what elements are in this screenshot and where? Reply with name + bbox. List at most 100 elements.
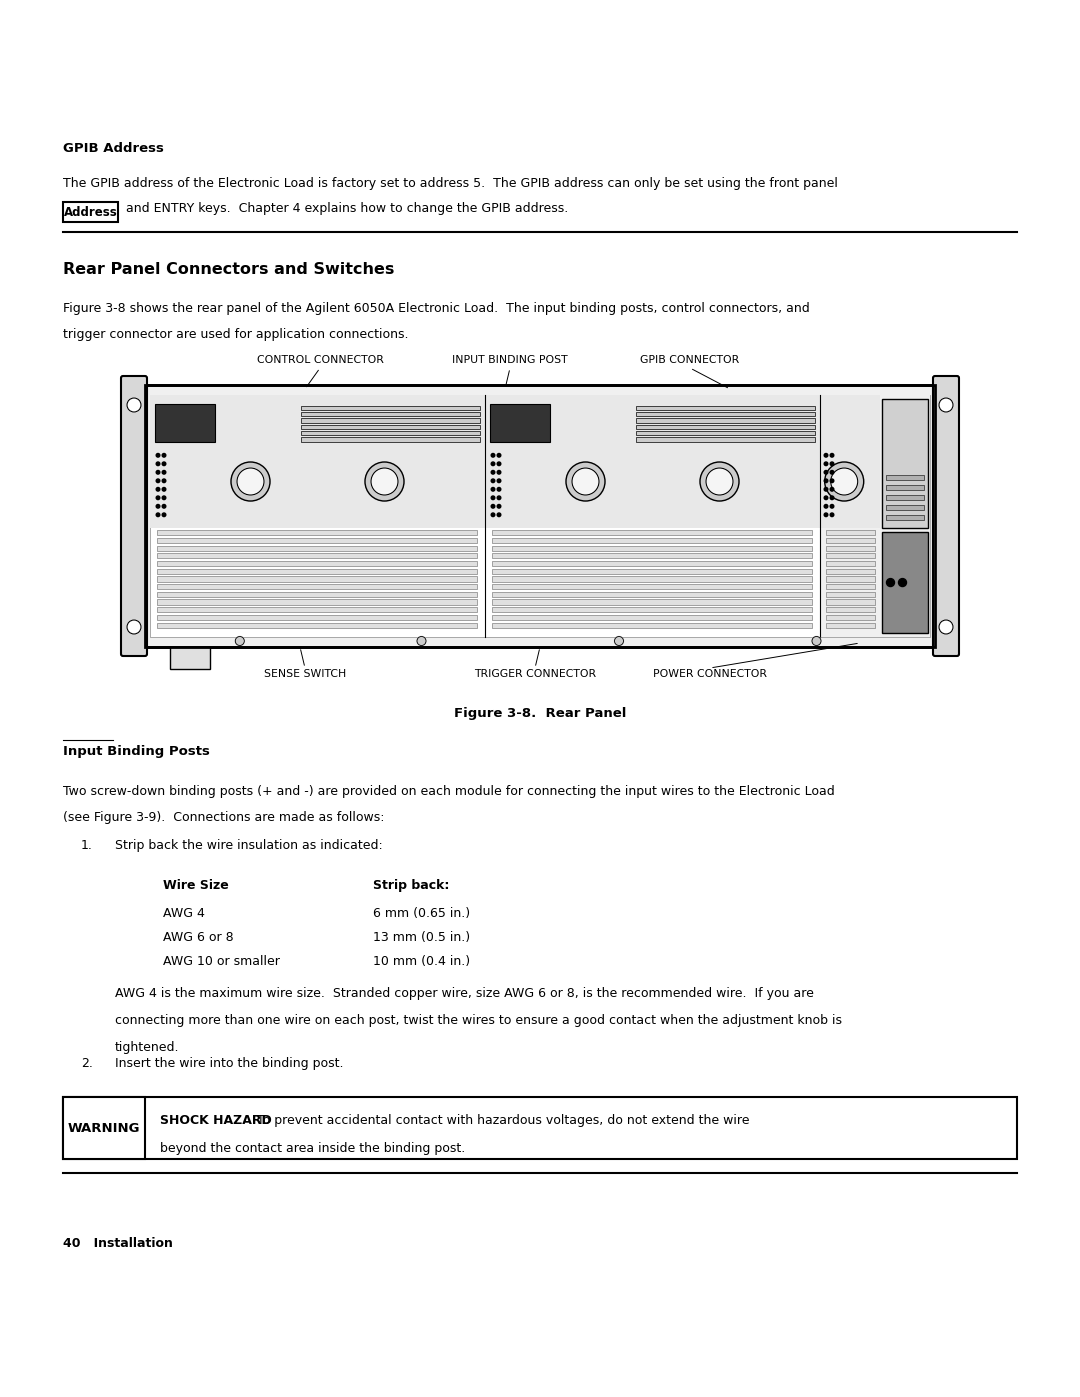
Circle shape	[162, 462, 166, 465]
Text: (see Figure 3-9).  Connections are made as follows:: (see Figure 3-9). Connections are made a…	[63, 812, 384, 824]
Bar	[492, 569, 812, 574]
Circle shape	[157, 462, 160, 465]
Circle shape	[237, 468, 264, 495]
Circle shape	[831, 479, 834, 482]
Text: 10 mm (0.4 in.): 10 mm (0.4 in.)	[373, 956, 470, 968]
Bar	[636, 412, 815, 416]
Circle shape	[824, 488, 827, 492]
Circle shape	[417, 637, 426, 645]
Bar	[636, 430, 815, 436]
Bar	[826, 545, 875, 550]
Text: Wire Size: Wire Size	[163, 879, 229, 893]
Bar	[492, 623, 812, 627]
Bar	[887, 485, 924, 490]
Text: Two screw-down binding posts (+ and -) are provided on each module for connectin: Two screw-down binding posts (+ and -) a…	[63, 785, 835, 798]
Bar	[492, 577, 812, 581]
Circle shape	[497, 504, 501, 509]
Bar	[490, 404, 551, 441]
Bar	[63, 1097, 1017, 1160]
Circle shape	[831, 471, 834, 474]
Text: Figure 3-8 shows the rear panel of the Agilent 6050A Electronic Load.  The input: Figure 3-8 shows the rear panel of the A…	[63, 302, 810, 314]
Bar	[145, 386, 935, 647]
Text: Strip back:: Strip back:	[373, 879, 449, 893]
Bar	[300, 412, 480, 416]
Bar	[826, 538, 875, 543]
Text: The GPIB address of the Electronic Load is factory set to address 5.  The GPIB a: The GPIB address of the Electronic Load …	[63, 177, 838, 190]
Circle shape	[831, 462, 834, 465]
Text: GPIB Address: GPIB Address	[63, 142, 164, 155]
Text: SENSE SWITCH: SENSE SWITCH	[264, 669, 346, 679]
Circle shape	[831, 488, 834, 492]
Bar	[145, 386, 935, 647]
Bar	[492, 615, 812, 620]
Bar	[157, 562, 477, 566]
Circle shape	[497, 488, 501, 492]
Circle shape	[491, 471, 495, 474]
Bar	[63, 203, 118, 222]
Text: Figure 3-8.  Rear Panel: Figure 3-8. Rear Panel	[454, 707, 626, 719]
Circle shape	[831, 468, 858, 495]
Bar	[157, 592, 477, 597]
Circle shape	[831, 496, 834, 500]
Circle shape	[162, 471, 166, 474]
Bar	[826, 553, 875, 559]
Circle shape	[372, 468, 399, 495]
Circle shape	[157, 488, 160, 492]
Circle shape	[824, 504, 827, 509]
Circle shape	[824, 454, 827, 457]
Circle shape	[899, 578, 906, 587]
Bar	[300, 425, 480, 429]
Bar	[636, 418, 815, 423]
Circle shape	[157, 471, 160, 474]
Text: and ENTRY keys.  Chapter 4 explains how to change the GPIB address.: and ENTRY keys. Chapter 4 explains how t…	[126, 203, 568, 215]
Circle shape	[127, 398, 141, 412]
Bar	[826, 569, 875, 574]
Circle shape	[162, 454, 166, 457]
Circle shape	[162, 488, 166, 492]
Circle shape	[706, 468, 733, 495]
Bar	[157, 608, 477, 612]
Bar	[826, 623, 875, 627]
Circle shape	[162, 504, 166, 509]
Bar	[887, 506, 924, 510]
Bar	[157, 577, 477, 581]
Bar	[826, 529, 875, 535]
Bar	[157, 529, 477, 535]
Text: GPIB CONNECTOR: GPIB CONNECTOR	[640, 355, 740, 365]
Circle shape	[491, 462, 495, 465]
Text: AWG 4 is the maximum wire size.  Stranded copper wire, size AWG 6 or 8, is the r: AWG 4 is the maximum wire size. Stranded…	[114, 988, 814, 1000]
FancyBboxPatch shape	[933, 376, 959, 657]
Circle shape	[365, 462, 404, 502]
Bar	[485, 395, 820, 528]
Bar	[150, 395, 930, 637]
Text: AWG 6 or 8: AWG 6 or 8	[163, 930, 233, 944]
Bar	[157, 538, 477, 543]
Circle shape	[491, 488, 495, 492]
Circle shape	[157, 504, 160, 509]
Text: Rear Panel Connectors and Switches: Rear Panel Connectors and Switches	[63, 263, 394, 277]
Circle shape	[127, 620, 141, 634]
Bar	[820, 395, 880, 528]
Bar	[887, 515, 924, 520]
Circle shape	[831, 454, 834, 457]
Circle shape	[497, 471, 501, 474]
Bar	[826, 592, 875, 597]
Text: trigger connector are used for application connections.: trigger connector are used for applicati…	[63, 328, 408, 341]
Circle shape	[162, 513, 166, 517]
Circle shape	[939, 620, 953, 634]
Bar	[157, 569, 477, 574]
Text: 13 mm (0.5 in.): 13 mm (0.5 in.)	[373, 930, 470, 944]
Bar	[300, 418, 480, 423]
Text: AWG 4: AWG 4	[163, 907, 205, 921]
Text: CONTROL CONNECTOR: CONTROL CONNECTOR	[257, 355, 383, 365]
Bar	[492, 599, 812, 605]
Bar	[150, 395, 485, 528]
Circle shape	[824, 479, 827, 482]
Text: 2.: 2.	[81, 1058, 93, 1070]
Circle shape	[491, 454, 495, 457]
Bar	[492, 529, 812, 535]
Circle shape	[235, 637, 244, 645]
Bar	[170, 647, 210, 669]
Bar	[157, 545, 477, 550]
Bar	[826, 584, 875, 590]
